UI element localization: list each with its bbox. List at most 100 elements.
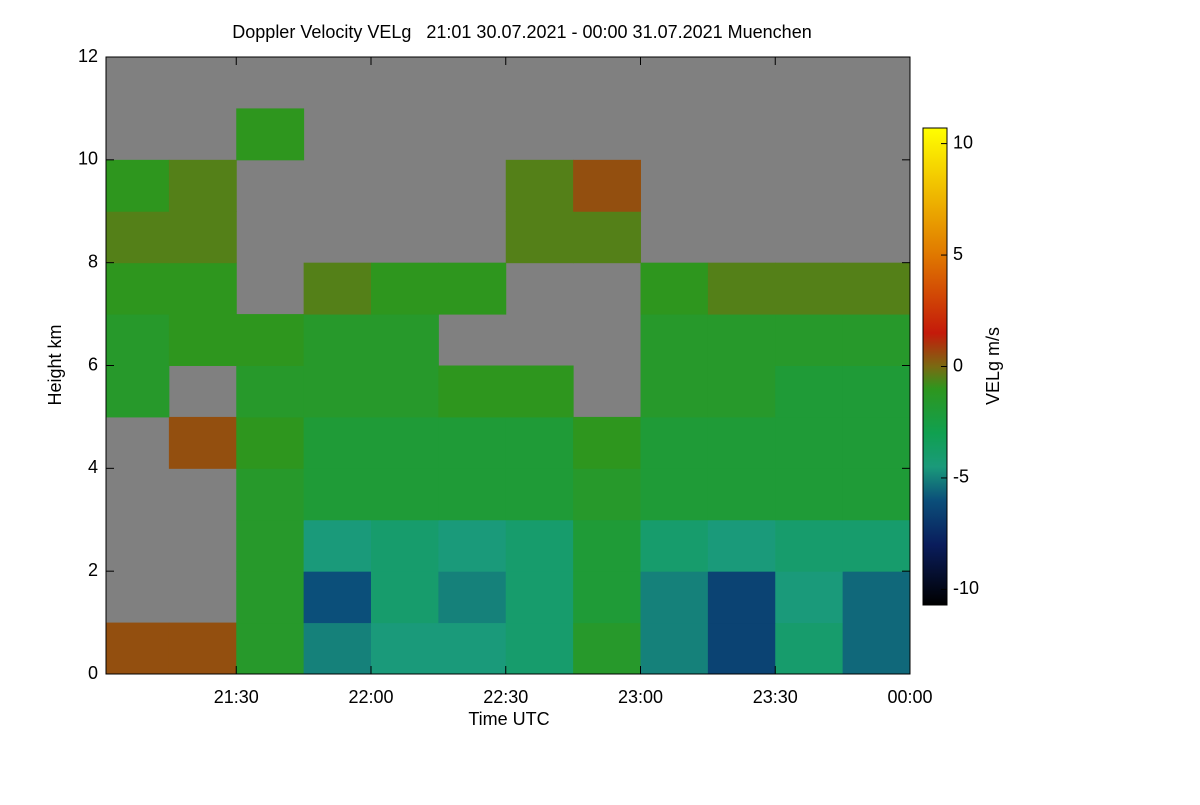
heat-cell	[168, 622, 237, 675]
heat-cell	[640, 622, 709, 675]
heat-cell	[370, 416, 439, 469]
heat-cell	[236, 622, 305, 675]
heat-cell	[303, 365, 372, 418]
heat-cell	[842, 571, 911, 624]
heat-cell	[573, 468, 641, 521]
heat-cell	[168, 416, 237, 469]
y-axis-label: Height km	[45, 324, 65, 405]
heat-cell	[640, 468, 709, 521]
heat-cell	[236, 468, 305, 521]
x-tick-label: 21:30	[214, 687, 259, 707]
heat-cell	[236, 416, 305, 469]
heat-cell	[573, 571, 641, 624]
heat-cell	[775, 365, 844, 418]
heat-cell	[303, 519, 372, 572]
heat-cell	[236, 571, 305, 624]
x-axis-label: Time UTC	[468, 709, 549, 729]
heat-cell	[303, 416, 372, 469]
heat-cell	[775, 622, 844, 675]
y-tick-label: 4	[88, 457, 98, 477]
heat-cell	[573, 159, 641, 212]
heat-cell	[707, 416, 776, 469]
chart-title: Doppler Velocity VELg 21:01 30.07.2021 -…	[232, 22, 811, 42]
heat-cell	[370, 262, 439, 315]
heat-cell	[707, 519, 776, 572]
heat-cell	[505, 519, 574, 572]
heat-cell	[438, 519, 507, 572]
heat-cell	[106, 314, 170, 366]
heat-cell	[370, 622, 439, 675]
heat-cell	[842, 519, 911, 572]
y-tick-label: 10	[78, 149, 98, 169]
heat-cell	[775, 519, 844, 572]
heat-cell	[370, 519, 439, 572]
heat-cell	[640, 519, 709, 572]
heat-cell	[303, 622, 372, 675]
heat-cell	[640, 416, 709, 469]
heat-cell	[106, 211, 170, 264]
heat-cell	[505, 159, 574, 212]
heat-cell	[640, 314, 709, 366]
heat-cell	[168, 314, 237, 366]
heat-cell	[707, 262, 776, 315]
colorbar-tick-label: -10	[953, 578, 979, 598]
heat-cell	[370, 468, 439, 521]
heat-cell	[370, 314, 439, 366]
heat-cell	[775, 571, 844, 624]
heat-cell	[438, 416, 507, 469]
heat-cell	[640, 571, 709, 624]
colorbar-tick-label: 0	[953, 355, 963, 375]
heat-cell	[168, 211, 237, 264]
heat-cell	[573, 211, 641, 264]
heat-cell	[106, 159, 170, 212]
heat-cell	[707, 314, 776, 366]
heat-cell	[775, 314, 844, 366]
heat-cell	[573, 519, 641, 572]
heat-cell	[236, 519, 305, 572]
heat-cell	[505, 416, 574, 469]
heat-cell	[438, 571, 507, 624]
heat-cell	[842, 468, 911, 521]
y-tick-label: 2	[88, 560, 98, 580]
x-tick-label: 22:00	[348, 687, 393, 707]
heat-cell	[303, 468, 372, 521]
y-tick-label: 12	[78, 46, 98, 66]
heat-cell	[303, 262, 372, 315]
heat-cell	[106, 365, 170, 418]
x-tick-label: 00:00	[887, 687, 932, 707]
heat-cell	[842, 365, 911, 418]
heat-cell	[842, 622, 911, 675]
heat-cell	[303, 314, 372, 366]
heat-cell	[438, 622, 507, 675]
x-tick-label: 22:30	[483, 687, 528, 707]
x-tick-label: 23:00	[618, 687, 663, 707]
heat-cell	[168, 262, 237, 315]
colorbar-tick-label: 5	[953, 244, 963, 264]
heat-cell	[505, 365, 574, 418]
heat-cell	[505, 571, 574, 624]
heat-cell	[106, 262, 170, 315]
heat-cell	[236, 108, 305, 161]
heat-cell	[842, 314, 911, 366]
heat-cell	[505, 468, 574, 521]
heat-cell	[168, 159, 237, 212]
heat-cell	[842, 262, 911, 315]
y-tick-label: 0	[88, 663, 98, 683]
heat-cell	[236, 314, 305, 366]
heat-cell	[707, 571, 776, 624]
colorbar-label: VELg m/s	[983, 327, 1003, 405]
heat-cell	[573, 416, 641, 469]
heat-cell	[640, 365, 709, 418]
heat-cell	[236, 365, 305, 418]
heat-cell	[370, 365, 439, 418]
heat-cell	[707, 365, 776, 418]
heat-cell	[438, 365, 507, 418]
heat-cell	[707, 622, 776, 675]
heat-cell	[573, 622, 641, 675]
heat-cell	[640, 262, 709, 315]
heat-cell	[505, 622, 574, 675]
heat-cell	[438, 468, 507, 521]
heat-cell	[775, 468, 844, 521]
heat-cell	[106, 622, 170, 675]
